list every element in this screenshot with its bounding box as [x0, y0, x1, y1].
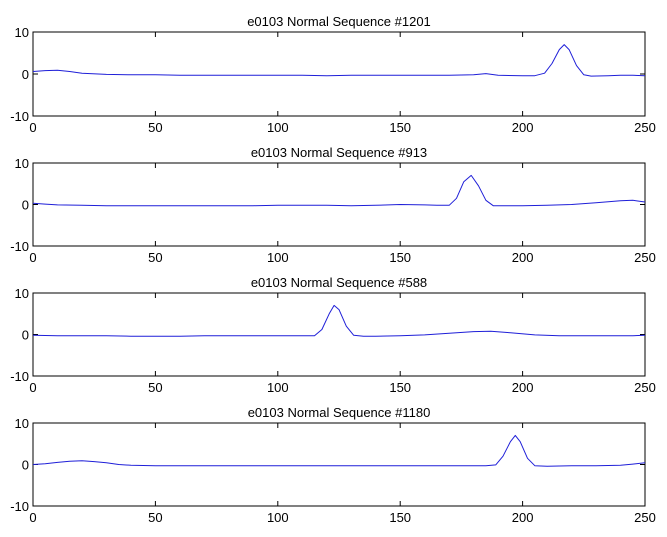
x-tick-label: 50 [148, 120, 162, 135]
chart-title: e0103 Normal Sequence #913 [251, 145, 427, 160]
x-tick-label: 250 [634, 380, 656, 395]
x-tick-label: 150 [389, 250, 411, 265]
x-tick-label: 50 [148, 510, 162, 525]
plot-frame [32, 162, 646, 247]
x-tick-label: 0 [29, 510, 36, 525]
y-tick-label: -10 [10, 109, 29, 124]
series-line-1 [32, 44, 646, 77]
series-line-1 [32, 174, 646, 207]
x-tick-label: 100 [267, 510, 289, 525]
y-tick-label: 10 [15, 156, 29, 171]
y-tick-label: 0 [22, 198, 29, 213]
y-tick-label: 0 [22, 458, 29, 473]
x-tick-label: 0 [29, 120, 36, 135]
x-tick-label: 150 [389, 380, 411, 395]
x-tick-label: 150 [389, 510, 411, 525]
y-tick-label: 10 [15, 416, 29, 431]
y-tick-label: -10 [10, 239, 29, 254]
x-tick-label: 200 [512, 510, 534, 525]
y-tick-label: -10 [10, 369, 29, 384]
chart-title: e0103 Normal Sequence #1201 [247, 14, 431, 29]
y-tick-label: 10 [15, 286, 29, 301]
x-tick-label: 150 [389, 120, 411, 135]
chart-title: e0103 Normal Sequence #588 [251, 275, 427, 290]
y-tick-label: 0 [22, 67, 29, 82]
series-line-1 [32, 304, 646, 337]
x-tick-label: 0 [29, 250, 36, 265]
x-tick-label: 200 [512, 250, 534, 265]
x-tick-label: 200 [512, 380, 534, 395]
plot-frame [32, 292, 646, 377]
y-tick-label: 0 [22, 328, 29, 343]
x-tick-label: 100 [267, 250, 289, 265]
chart-title: e0103 Normal Sequence #1180 [248, 405, 431, 420]
x-tick-label: 250 [634, 120, 656, 135]
series-line-1 [32, 434, 646, 467]
x-tick-label: 100 [267, 120, 289, 135]
x-tick-label: 250 [634, 510, 656, 525]
x-tick-label: 200 [512, 120, 534, 135]
y-tick-label: -10 [10, 499, 29, 514]
x-tick-label: 50 [148, 250, 162, 265]
y-tick-label: 10 [15, 25, 29, 40]
x-tick-label: 0 [29, 380, 36, 395]
plot-frame [32, 31, 646, 117]
x-tick-label: 250 [634, 250, 656, 265]
x-tick-label: 100 [267, 380, 289, 395]
x-tick-label: 50 [148, 380, 162, 395]
